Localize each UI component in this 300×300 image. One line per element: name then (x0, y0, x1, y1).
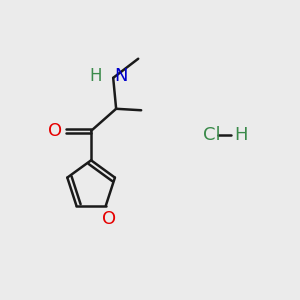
Text: H: H (89, 67, 102, 85)
Text: O: O (102, 210, 116, 228)
Text: H: H (234, 126, 247, 144)
Text: N: N (115, 67, 128, 85)
Text: O: O (47, 122, 62, 140)
Text: Cl: Cl (203, 126, 220, 144)
